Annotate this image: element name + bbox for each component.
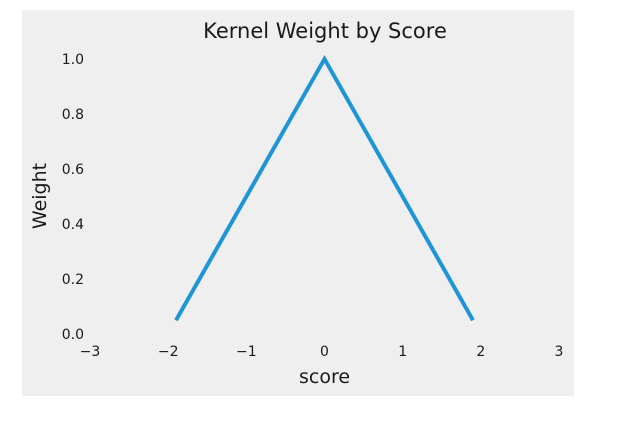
y-tick-label: 0.6: [62, 162, 84, 178]
plot-background: [22, 10, 574, 396]
y-tick-label: 0.8: [62, 107, 84, 123]
y-tick-labels: 0.0 0.2 0.4 0.6 0.8 1.0: [62, 52, 84, 343]
x-tick-label: 0: [320, 344, 329, 360]
x-tick-labels: −3 −2 −1 0 1 2 3: [80, 344, 564, 360]
series-line-0: [174, 54, 475, 322]
x-tick-label: −2: [158, 344, 179, 360]
x-tick-label: −3: [80, 344, 101, 360]
y-axis-label: Weight: [29, 163, 51, 229]
series-layer: [174, 54, 475, 322]
y-tick-label: 0.0: [62, 327, 84, 343]
x-tick-label: 3: [555, 344, 564, 360]
y-tick-label: 0.4: [62, 217, 84, 233]
x-tick-label: 2: [476, 344, 485, 360]
y-tick-label: 0.2: [62, 272, 84, 288]
chart-title: Kernel Weight by Score: [203, 19, 447, 43]
x-tick-label: 1: [398, 344, 407, 360]
x-tick-label: −1: [236, 344, 257, 360]
x-axis-label: score: [299, 366, 350, 388]
y-tick-label: 1.0: [62, 52, 84, 68]
